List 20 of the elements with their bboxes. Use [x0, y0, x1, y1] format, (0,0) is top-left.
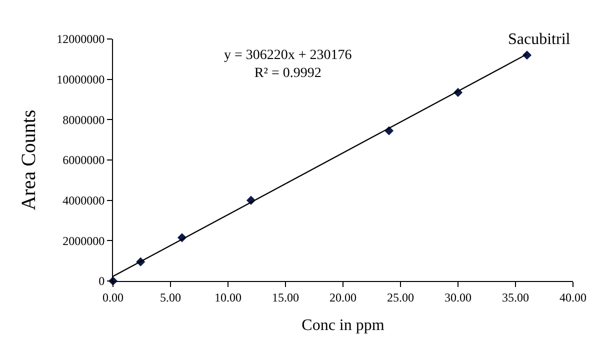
y-tick-label: 8000000 — [62, 112, 105, 127]
annotation: Sacubitril — [508, 31, 571, 48]
y-tick-label: 2000000 — [62, 234, 105, 248]
y-tick-label: 10000000 — [56, 72, 105, 87]
y-tick-label: 4000000 — [62, 194, 105, 208]
x-tick-label: 0.00 — [102, 290, 124, 304]
x-tick-label: 15.00 — [272, 290, 299, 304]
y-axis-title: Area Counts — [18, 110, 40, 210]
y-tick-label: 6000000 — [62, 153, 105, 168]
x-tick-label: 25.00 — [387, 290, 414, 304]
x-tick-label: 30.00 — [444, 290, 472, 304]
x-tick-label: 35.00 — [502, 290, 529, 304]
y-tick-label: 0 — [98, 274, 105, 288]
x-tick-label: 20.00 — [330, 290, 356, 304]
x-tick-label: 10.00 — [214, 290, 242, 304]
x-tick-label: 40.00 — [560, 290, 586, 304]
x-axis-title: Conc in ppm — [302, 317, 385, 334]
y-tick-label: 12000000 — [56, 32, 105, 46]
x-tick-label: 5.00 — [160, 290, 181, 304]
annotation: y = 306220x + 230176 R² = 0.9992 — [224, 48, 352, 82]
